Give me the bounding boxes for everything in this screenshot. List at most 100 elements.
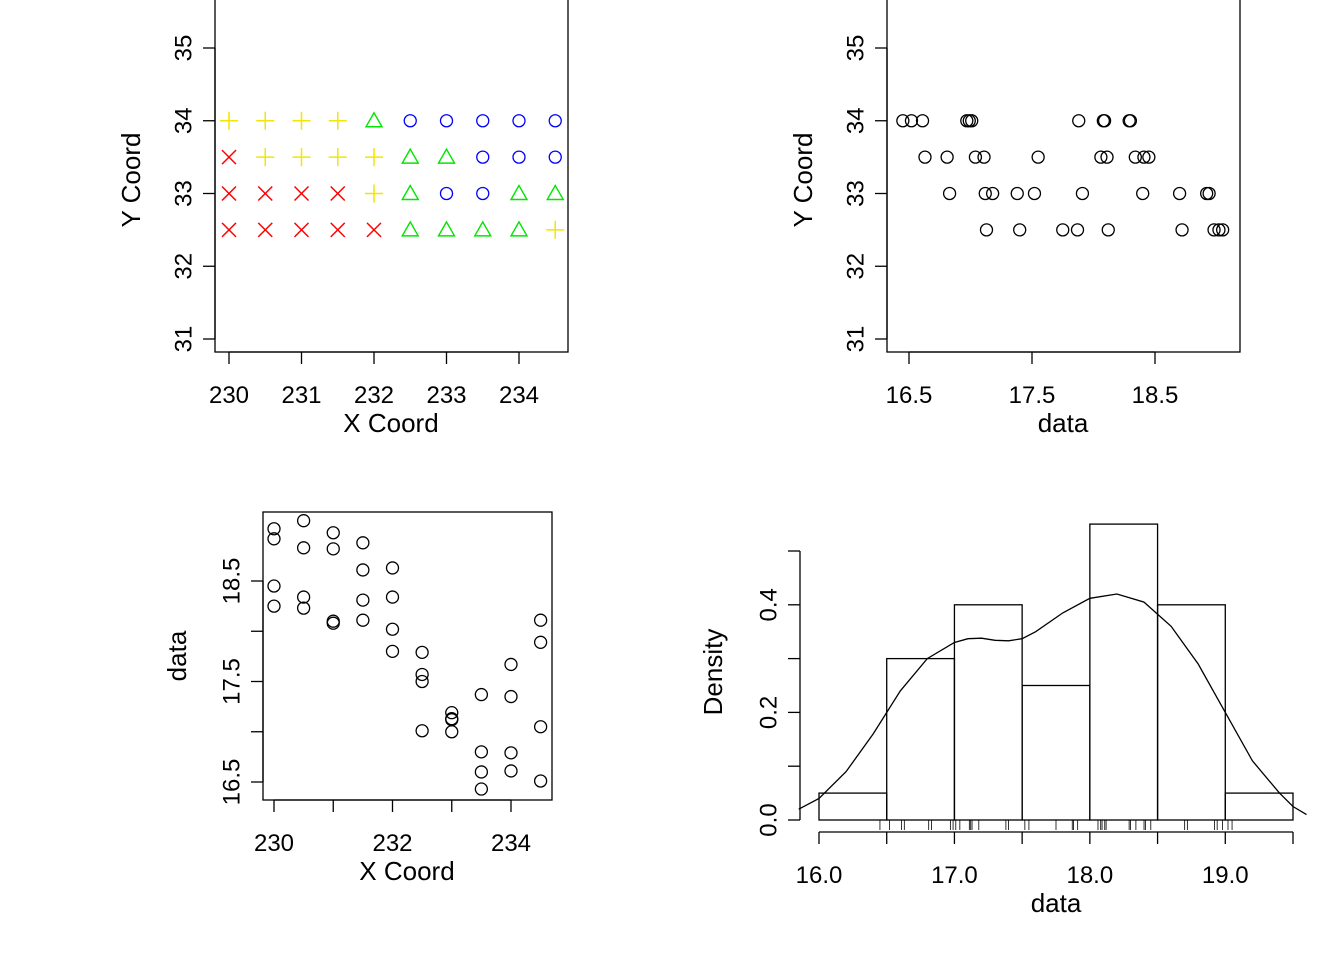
data-point: [257, 222, 273, 238]
data-point: [548, 150, 562, 164]
data-point: [385, 561, 400, 575]
data-point: [257, 185, 273, 202]
data-point: [533, 635, 548, 649]
data-point: [439, 114, 454, 128]
data-point: [293, 185, 310, 202]
data-point: [328, 111, 347, 130]
x-axis-tick-label: 17.0: [931, 862, 978, 889]
y-axis-tick-label: 32: [170, 253, 197, 280]
data-point: [474, 782, 489, 796]
plot-frame: [262, 511, 553, 801]
data-point: [1128, 150, 1142, 164]
histogram-bar: [1089, 523, 1159, 821]
data-point: [1212, 223, 1226, 237]
data-point: [267, 532, 281, 546]
data-point: [546, 184, 565, 201]
data-point: [356, 536, 370, 550]
data-point: [1200, 186, 1214, 201]
data-point: [533, 720, 548, 734]
data-point: [979, 223, 994, 237]
data-point: [1136, 186, 1150, 201]
data-point: [292, 111, 311, 130]
data-point: [968, 150, 983, 164]
histogram-bar: [886, 657, 956, 821]
histogram-bar: [953, 604, 1023, 821]
data-point: [1101, 223, 1115, 237]
data-point: [1175, 223, 1189, 237]
data-point: [439, 186, 454, 201]
data-point: [296, 601, 311, 615]
data-point: [1031, 150, 1045, 164]
y-axis-title: Y Coord: [788, 133, 818, 228]
data-point: [1207, 223, 1221, 237]
data-point: [366, 222, 382, 238]
density-curve: [798, 593, 1307, 816]
data-point: [415, 674, 429, 689]
data-point-stroke: [221, 185, 237, 202]
data-point: [445, 712, 459, 726]
data-point: [401, 220, 420, 237]
y-axis-tick-label: 18.5: [218, 558, 245, 605]
data-point: [533, 774, 548, 788]
data-point: [401, 147, 420, 164]
y-axis-tick-label: 0.4: [755, 588, 782, 621]
data-point: [1142, 150, 1156, 164]
data-point-stroke: [293, 222, 310, 238]
data-point: [918, 150, 932, 164]
data-point: [504, 746, 518, 760]
data-point: [512, 114, 526, 128]
data-point: [1070, 223, 1085, 237]
data-point: [401, 184, 420, 201]
data-point: [504, 764, 518, 778]
x-axis-tick-label: 234: [491, 830, 531, 857]
y-axis-tick-label: 0.0: [755, 803, 782, 836]
data-point: [1010, 186, 1024, 201]
y-axis-tick-label: 31: [842, 326, 869, 353]
data-point: [356, 613, 370, 627]
data-point: [415, 645, 429, 660]
data-point: [942, 186, 957, 201]
data-point: [267, 579, 281, 593]
data-point: [365, 184, 383, 203]
data-point: [296, 514, 311, 528]
data-point: [512, 150, 526, 164]
data-point: [356, 593, 370, 607]
y-axis-title: Density: [698, 629, 728, 716]
x-axis-tick-label: 16.0: [796, 862, 843, 889]
y-axis-tick-label: 17.5: [218, 658, 245, 705]
data-point: [292, 148, 311, 167]
data-point: [1202, 186, 1216, 201]
x-axis-tick-label: 18.5: [1132, 382, 1179, 409]
x-axis-tick-label: 16.5: [886, 382, 933, 409]
x-axis-tick-label: 17.5: [1009, 382, 1056, 409]
data-point: [221, 149, 237, 165]
y-axis-tick-label: 35: [170, 35, 197, 62]
data-point: [330, 185, 346, 202]
x-axis-title: data: [1031, 888, 1082, 918]
data-point: [1072, 114, 1086, 128]
data-point: [965, 114, 979, 128]
x-axis-tick-label: 231: [281, 382, 321, 409]
data-point: [326, 542, 340, 556]
data-point-stroke: [257, 222, 273, 238]
data-point: [267, 599, 281, 613]
data-point-stroke: [293, 185, 310, 202]
histogram-bar: [1021, 684, 1091, 821]
data-point: [977, 150, 991, 164]
data-point: [445, 706, 459, 720]
data-point: [296, 590, 311, 604]
data-point: [1172, 186, 1187, 201]
data-point: [474, 745, 489, 759]
data-point: [221, 222, 237, 238]
x-axis-title: X Coord: [359, 856, 454, 886]
data-point: [548, 114, 562, 128]
data-point: [293, 222, 310, 238]
x-axis-tick-label: 233: [426, 382, 466, 409]
y-axis-tick-label: 33: [170, 180, 197, 207]
data-point-stroke: [221, 149, 237, 165]
data-point: [326, 616, 340, 630]
data-point: [1075, 186, 1090, 201]
data-point: [904, 114, 919, 128]
data-point: [546, 220, 565, 239]
